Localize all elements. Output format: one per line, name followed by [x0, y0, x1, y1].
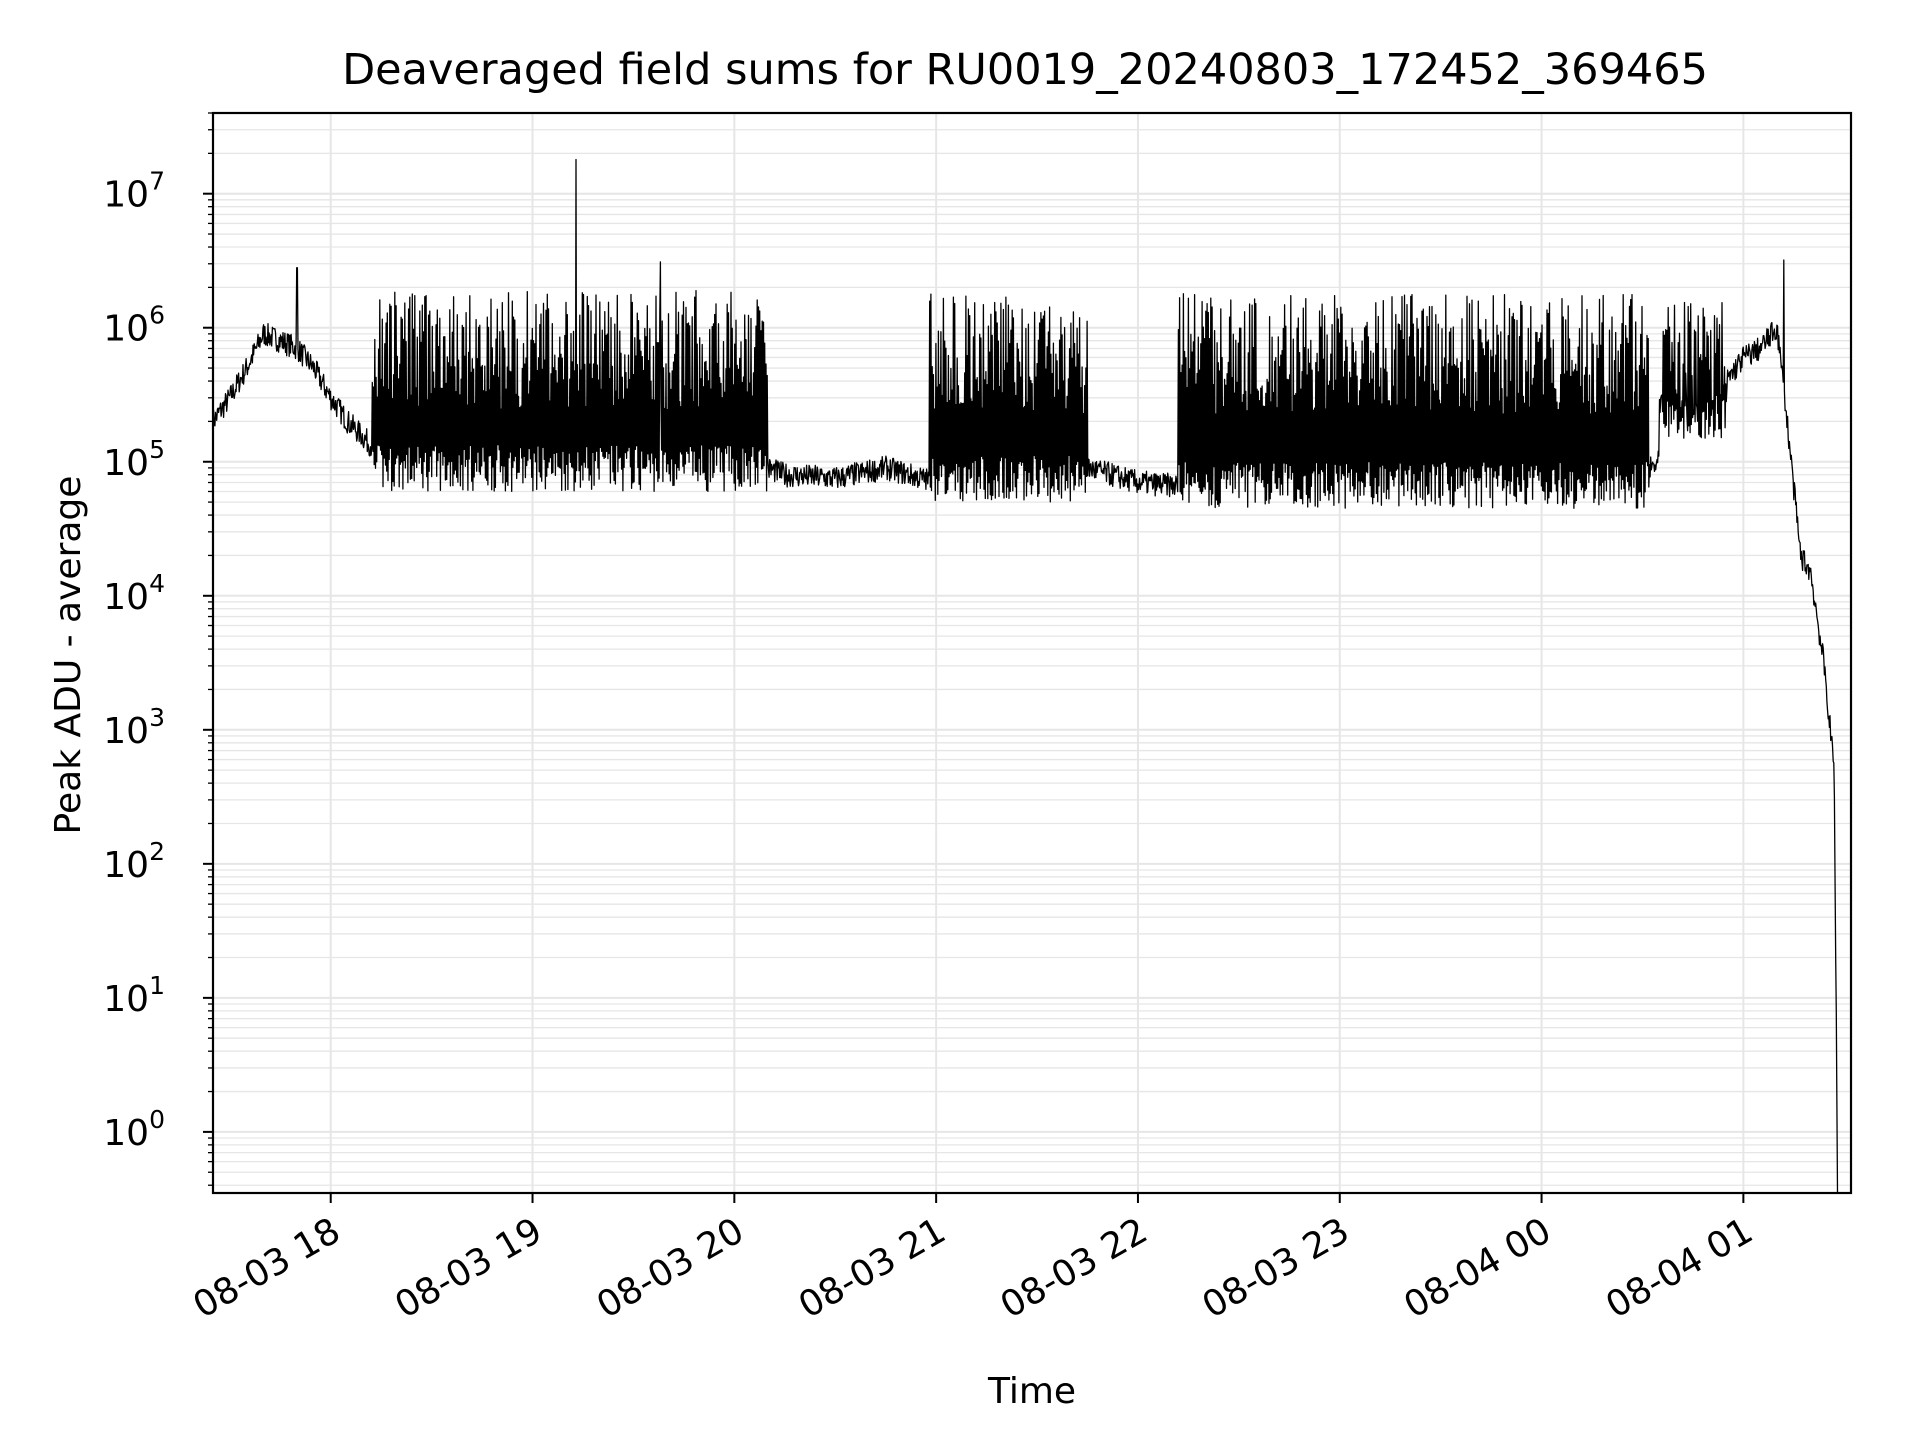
plot-frame	[211, 111, 1853, 1195]
y-tick-label: 103	[103, 703, 165, 752]
y-tick-label: 104	[103, 569, 165, 618]
y-tick-exponent: 0	[149, 1105, 165, 1134]
y-tick-exponent: 2	[149, 837, 165, 866]
y-tick-label: 106	[103, 301, 165, 350]
y-tick-exponent: 4	[149, 569, 165, 598]
y-tick-label: 100	[103, 1105, 165, 1154]
x-axis-label: Time	[987, 1371, 1076, 1412]
y-tick-base: 10	[103, 979, 149, 1020]
y-tick-label: 101	[103, 971, 165, 1020]
y-tick-label: 107	[103, 167, 165, 216]
series-line	[212, 158, 1839, 1194]
y-tick-label: 105	[103, 435, 165, 484]
chart-title: Deaveraged field sums for RU0019_2024080…	[342, 45, 1708, 95]
y-tick-exponent: 3	[149, 703, 165, 732]
y-tick-base: 10	[103, 711, 149, 752]
y-tick-exponent: 6	[149, 301, 165, 330]
grid	[213, 112, 1851, 1193]
y-tick-label: 102	[103, 837, 165, 886]
y-tick-base: 10	[103, 309, 149, 350]
y-tick-base: 10	[103, 443, 149, 484]
y-axis-label: Peak ADU - average	[48, 476, 89, 835]
y-tick-exponent: 1	[149, 971, 165, 1000]
y-tick-base: 10	[103, 577, 149, 618]
series-layer	[212, 158, 1839, 1194]
y-tick-base: 10	[103, 175, 149, 216]
y-tick-base: 10	[103, 845, 149, 886]
y-tick-base: 10	[103, 1113, 149, 1154]
y-tick-exponent: 7	[149, 167, 165, 196]
y-tick-exponent: 5	[149, 435, 165, 464]
